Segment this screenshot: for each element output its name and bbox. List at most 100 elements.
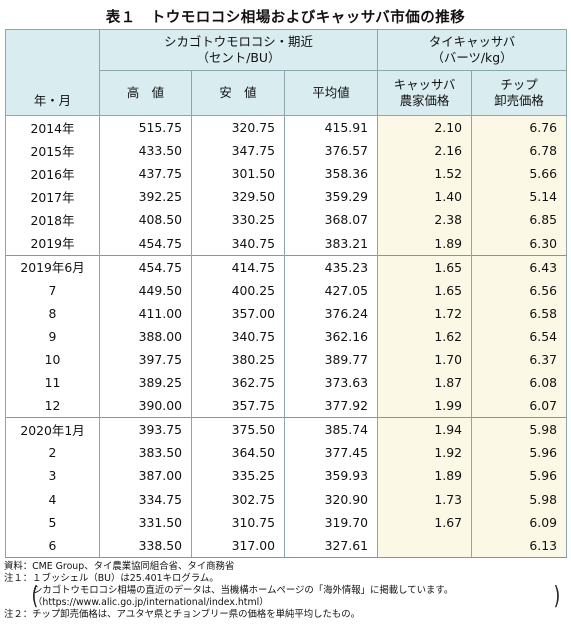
table-row: 10 397.75 380.25 389.77 1.70 6.37: [5, 347, 568, 372]
cassava-farm-price: [377, 533, 473, 558]
table-row: 2015年 433.50 347.75 376.57 2.16 6.78: [5, 139, 568, 163]
row-label: 11: [5, 371, 100, 395]
chip-wholesale-price: 6.54: [471, 324, 568, 348]
corn-group-title: シカゴトウモロコシ・期近: [164, 33, 313, 49]
cassava-farm-price: 1.99: [377, 394, 473, 418]
low-value: 310.75: [191, 510, 285, 534]
cassava-farm-price: 1.65: [377, 254, 473, 279]
low-value: 357.00: [191, 301, 285, 325]
table-row: 9 388.00 340.75 362.16 1.62 6.54: [5, 324, 568, 348]
avg-value: 359.29: [283, 185, 379, 209]
table-row: 2014年 515.75 320.75 415.91 2.10 6.76: [5, 115, 568, 140]
chip-wholesale-price: 6.43: [471, 254, 568, 279]
low-value: 364.50: [191, 441, 285, 465]
cassava-group-title: タイキャッサバ: [428, 33, 516, 49]
row-label: 2015年: [5, 139, 100, 163]
low-value: 301.50: [191, 162, 285, 186]
low-value: 340.75: [191, 324, 285, 348]
row-label: 2017年: [5, 185, 100, 209]
high-value: 437.75: [99, 162, 192, 186]
high-value: 390.00: [99, 394, 192, 418]
row-label: 3: [5, 464, 100, 488]
high-value: 331.50: [99, 510, 192, 534]
cassava-farm-price: 1.92: [377, 441, 473, 465]
col-avg: 平均値: [283, 70, 379, 116]
high-value: 454.75: [99, 231, 192, 256]
col-cassava-farm-price-line1: キャッサバ: [393, 76, 456, 92]
high-value: 449.50: [99, 278, 192, 302]
cassava-farm-price: 2.10: [377, 115, 473, 140]
cassava-farm-price: 1.67: [377, 510, 473, 534]
high-value: 338.50: [99, 533, 192, 558]
source-note: 資料：CME Group、タイ農業協同組合省、タイ商務省: [4, 561, 235, 572]
cassava-farm-price: 1.73: [377, 487, 473, 511]
cassava-farm-price: 1.62: [377, 324, 473, 348]
chip-wholesale-price: 6.85: [471, 208, 568, 232]
table-row: 4 334.75 302.75 320.90 1.73 5.98: [5, 487, 568, 511]
chip-wholesale-price: 6.30: [471, 231, 568, 256]
chip-wholesale-price: 6.37: [471, 347, 568, 372]
cassava-farm-price: 1.70: [377, 347, 473, 372]
avg-value: 377.92: [283, 394, 379, 418]
row-label: 2020年1月: [5, 417, 100, 442]
chip-wholesale-price: 5.98: [471, 487, 568, 511]
row-label: 5: [5, 510, 100, 534]
chip-wholesale-price: 6.56: [471, 278, 568, 302]
avg-value: 415.91: [283, 115, 379, 140]
table-row: 2020年1月 393.75 375.50 385.74 1.94 5.98: [5, 417, 568, 442]
table-row: 3 387.00 335.25 359.93 1.89 5.96: [5, 464, 568, 488]
avg-value: 362.16: [283, 324, 379, 348]
low-value: 335.25: [191, 464, 285, 488]
cassava-group-unit: （バーツ/kg）: [431, 50, 513, 65]
high-value: 388.00: [99, 324, 192, 348]
notes: 資料：CME Group、タイ農業協同組合省、タイ商務省 注１：１ブッシェル（B…: [4, 561, 570, 621]
col-chip-wholesale-price-line1: チップ: [500, 76, 538, 92]
high-value: 387.00: [99, 464, 192, 488]
table-row: 11 389.25 362.75 373.63 1.87 6.08: [5, 371, 568, 395]
note-1: 注１：１ブッシェル（BU）は25.401キログラム。: [4, 573, 219, 584]
avg-value: 358.36: [283, 162, 379, 186]
cassava-farm-price: 1.40: [377, 185, 473, 209]
cassava-farm-price: 2.16: [377, 139, 473, 163]
high-value: 393.75: [99, 417, 192, 442]
col-cassava-farm-price: キャッサバ 農家価格: [377, 70, 473, 116]
table-row: 7 449.50 400.25 427.05 1.65 6.56: [5, 278, 568, 302]
avg-value: 368.07: [283, 208, 379, 232]
note-2: 注２：チップ卸売価格は、アユタヤ県とチョンブリー県の価格を単純平均したもの。: [4, 609, 360, 620]
avg-value: 327.61: [283, 533, 379, 558]
chip-wholesale-price: 5.96: [471, 441, 568, 465]
cassava-farm-price: 1.89: [377, 464, 473, 488]
chip-wholesale-price: 6.09: [471, 510, 568, 534]
row-label: 2014年: [5, 115, 100, 140]
low-value: 380.25: [191, 347, 285, 372]
row-label: 12: [5, 394, 100, 418]
avg-value: 377.45: [283, 441, 379, 465]
col-cassava-farm-price-line2: 農家価格: [399, 93, 450, 108]
avg-value: 435.23: [283, 254, 379, 279]
row-label: 2018年: [5, 208, 100, 232]
high-value: 433.50: [99, 139, 192, 163]
col-chip-wholesale-price-line2: 卸売価格: [494, 93, 544, 108]
avg-value: 385.74: [283, 417, 379, 442]
row-label: 9: [5, 324, 100, 348]
cassava-farm-price: 1.52: [377, 162, 473, 186]
chip-wholesale-price: 6.13: [471, 533, 568, 558]
low-value: 329.50: [191, 185, 285, 209]
cassava-farm-price: 1.89: [377, 231, 473, 256]
row-label: 10: [5, 347, 100, 372]
table-row: 2017年 392.25 329.50 359.29 1.40 5.14: [5, 185, 568, 209]
note-close-paren: ): [553, 581, 561, 610]
row-label: 2019年: [5, 231, 100, 256]
low-value: 302.75: [191, 487, 285, 511]
high-value: 389.25: [99, 371, 192, 395]
avg-value: 383.21: [283, 231, 379, 256]
col-chip-wholesale-price: チップ 卸売価格: [471, 70, 568, 116]
chip-wholesale-price: 6.08: [471, 371, 568, 395]
chip-wholesale-price: 6.07: [471, 394, 568, 418]
chip-wholesale-price: 6.76: [471, 115, 568, 140]
row-label: 2016年: [5, 162, 100, 186]
table-row: 5 331.50 310.75 319.70 1.67 6.09: [5, 510, 568, 534]
high-value: 454.75: [99, 254, 192, 279]
note-1-detail: シカゴトウモロコシ相場の直近のデータは、当機構ホームページの「海外情報」に掲載し…: [33, 585, 454, 596]
avg-value: 359.93: [283, 464, 379, 488]
